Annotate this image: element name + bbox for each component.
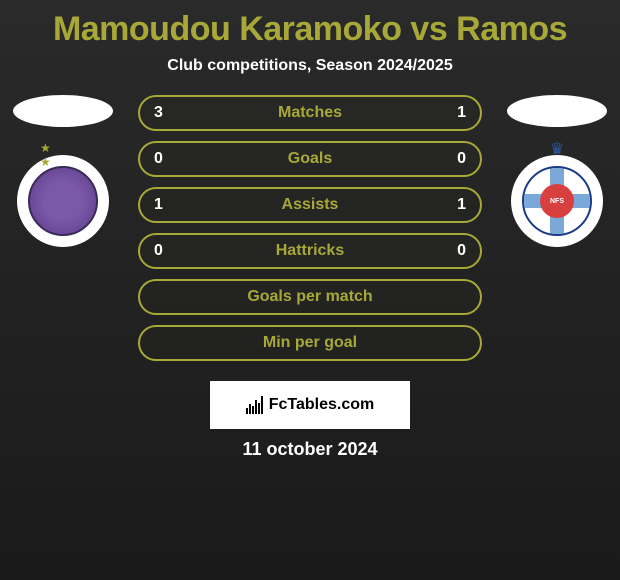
- stat-right-value: 1: [426, 104, 466, 122]
- crown-icon: ♛: [550, 139, 564, 159]
- stat-right-value: 0: [426, 150, 466, 168]
- player-left-avatar: [13, 95, 113, 127]
- club-badge-right: ♛ NFS: [511, 155, 603, 247]
- player-right-avatar: [507, 95, 607, 127]
- stat-label: Assists: [194, 196, 426, 214]
- stat-label: Matches: [194, 104, 426, 122]
- stat-left-value: 0: [154, 150, 194, 168]
- chart-icon: [246, 396, 263, 414]
- stat-left-value: 1: [154, 196, 194, 214]
- stat-row-goals: 0 Goals 0: [138, 141, 482, 177]
- star-icon: ★ ★: [40, 141, 86, 169]
- stat-left-value: 3: [154, 104, 194, 122]
- stat-row-assists: 1 Assists 1: [138, 187, 482, 223]
- logo-text: FcTables.com: [269, 396, 375, 414]
- stat-label: Goals: [194, 150, 426, 168]
- stat-right-value: 1: [426, 196, 466, 214]
- player-right-column: ♛ NFS: [502, 95, 612, 247]
- nfs-badge-inner: NFS: [522, 166, 592, 236]
- stat-row-mpg: Min per goal: [138, 325, 482, 361]
- badge-center-text: NFS: [540, 184, 574, 218]
- date-text: 11 october 2024: [0, 439, 620, 460]
- subtitle: Club competitions, Season 2024/2025: [0, 57, 620, 75]
- stat-label: Min per goal: [194, 334, 426, 352]
- stat-row-matches: 3 Matches 1: [138, 95, 482, 131]
- stat-right-value: 0: [426, 242, 466, 260]
- comparison-row: ★ ★ 3 Matches 1 0 Goals 0 1 Assists 1 0 …: [0, 95, 620, 371]
- stat-left-value: 0: [154, 242, 194, 260]
- fctables-logo: FcTables.com: [210, 381, 410, 429]
- club-badge-left: ★ ★: [17, 155, 109, 247]
- stat-label: Goals per match: [194, 288, 426, 306]
- stat-row-hattricks: 0 Hattricks 0: [138, 233, 482, 269]
- stat-label: Hattricks: [194, 242, 426, 260]
- page-title: Mamoudou Karamoko vs Ramos: [0, 0, 620, 49]
- player-left-column: ★ ★: [8, 95, 118, 247]
- ujpest-badge-inner: [28, 166, 98, 236]
- stats-column: 3 Matches 1 0 Goals 0 1 Assists 1 0 Hatt…: [118, 95, 502, 371]
- stat-row-gpm: Goals per match: [138, 279, 482, 315]
